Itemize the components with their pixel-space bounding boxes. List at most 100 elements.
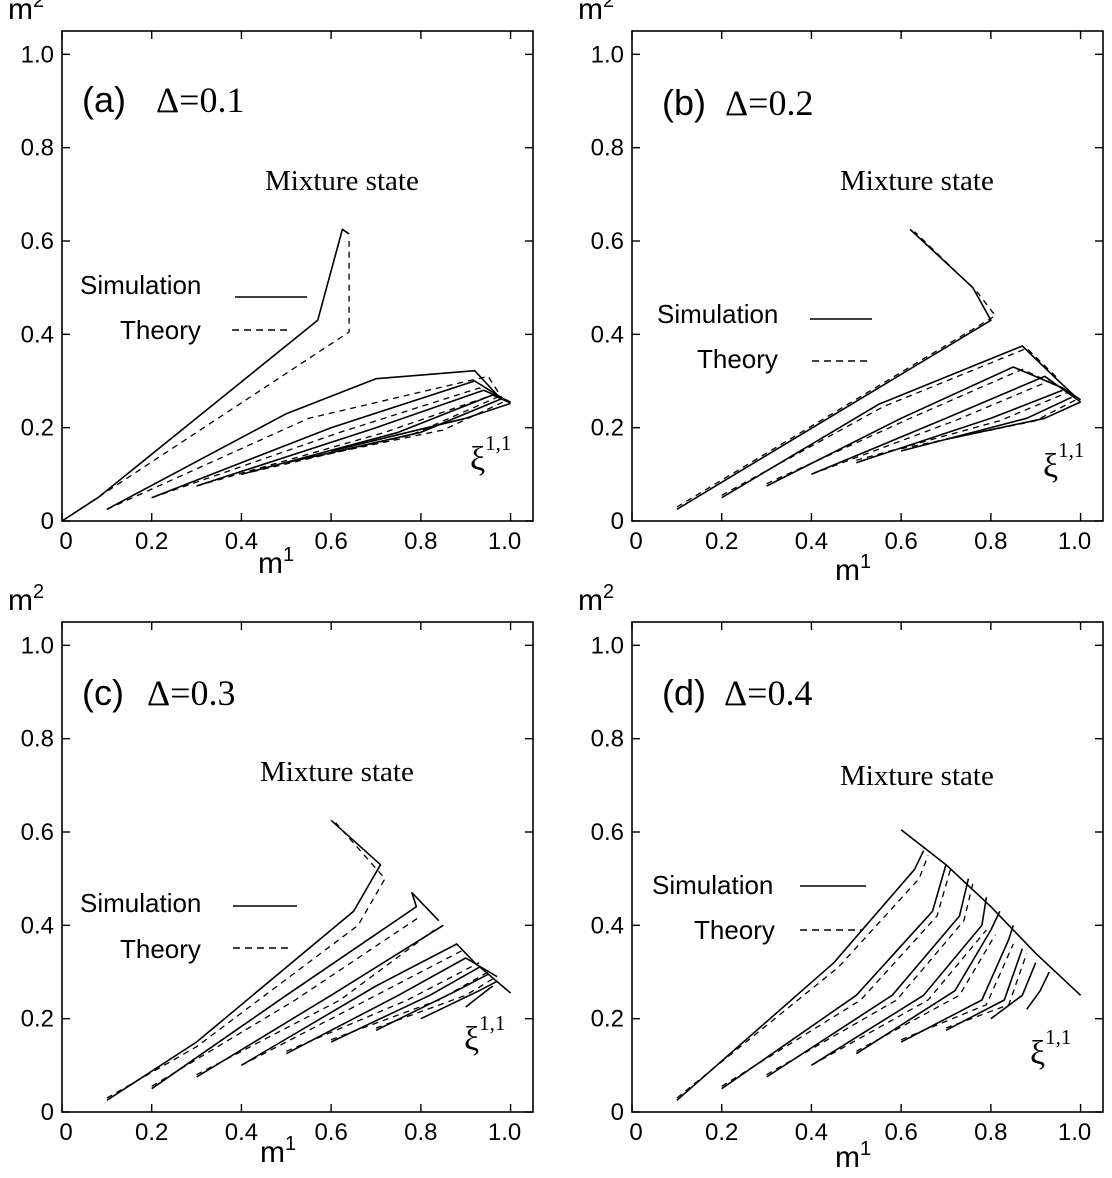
y-tick-label: 0.4 xyxy=(591,912,624,939)
y-tick-label: 0.2 xyxy=(591,415,624,442)
y-tick-label: 1.0 xyxy=(591,632,624,659)
legend-simulation-label: Simulation xyxy=(80,888,201,918)
simulation-trajectory-7 xyxy=(900,925,1015,1043)
simulation-trajectory-7 xyxy=(375,973,489,1032)
simulation-trajectory-3 xyxy=(196,924,444,1078)
legend-theory-label: Theory xyxy=(120,315,201,345)
x-tick-label: 1.0 xyxy=(488,1119,521,1146)
theory-trajectory-3 xyxy=(196,929,435,1076)
panel-a: 0 0.2 0.4 0.6 0.8 1.0 0 0.2 0.4 0.6 0.8 1.0 m2 m1 (a) Δ… xyxy=(8,0,534,580)
y-axis-label: m2 xyxy=(578,0,614,26)
plot-frame xyxy=(61,621,534,1113)
simulation-trajectory-6 xyxy=(330,966,480,1043)
y-tick-label: 0.2 xyxy=(591,1006,624,1033)
simulation-trajectory-2 xyxy=(151,891,440,1090)
y-tick-label: 0.4 xyxy=(21,912,54,939)
x-tick-label: 1.0 xyxy=(488,528,521,555)
x-tick-label: 0.6 xyxy=(314,528,347,555)
x-axis-label: m1 xyxy=(258,544,294,580)
simulation-trajectory-5 xyxy=(285,957,498,1055)
fixed-point-label: ξ1,1 xyxy=(1030,1025,1071,1072)
y-axis-label: m2 xyxy=(578,581,614,617)
theory-trajectory-2 xyxy=(151,915,422,1087)
legend-theory-label: Theory xyxy=(697,344,778,374)
theory-trajectory-3 xyxy=(766,883,974,1076)
simulation-trajectory-6 xyxy=(900,396,1072,452)
y-axis-label: m2 xyxy=(8,0,44,26)
panel-label: (b) xyxy=(662,82,706,123)
x-tick-label: 0.4 xyxy=(225,1119,258,1146)
legend-simulation-label: Simulation xyxy=(657,299,778,329)
x-tick-label: 0.8 xyxy=(974,528,1007,555)
theory-trajectory-1 xyxy=(106,822,386,1099)
y-axis-label: m2 xyxy=(8,581,44,617)
x-tick-label: 0.8 xyxy=(974,1119,1007,1146)
x-tick-label: 0 xyxy=(59,528,72,555)
panel-c: 0 0.2 0.4 0.6 0.8 1.0 0 0.2 0.4 0.6 0.8 1.0 m2 m1 (c) Δ… xyxy=(8,581,534,1169)
y-tick-label: 0.8 xyxy=(21,135,54,162)
theory-trajectory-5 xyxy=(241,396,498,475)
x-tick-label: 1.0 xyxy=(1058,528,1091,555)
x-tick-label: 0 xyxy=(629,1119,642,1146)
y-tick-label: 0.6 xyxy=(21,819,54,846)
theory-trajectory-3 xyxy=(151,387,509,499)
x-tick-label: 0.4 xyxy=(795,1119,828,1146)
theory-trajectory-6 xyxy=(900,943,1014,1041)
theory-trajectory-1 xyxy=(61,241,350,522)
simulation-trajectory-1 xyxy=(61,228,350,522)
y-tick-label: 0.2 xyxy=(21,1006,54,1033)
legend-simulation-label: Simulation xyxy=(652,870,773,900)
x-tick-label: 0.2 xyxy=(705,1119,738,1146)
simulation-trajectory-2 xyxy=(676,850,925,1101)
x-tick-label: 1.0 xyxy=(1058,1119,1091,1146)
simulation-trajectory-3 xyxy=(721,864,947,1090)
y-tick-label: 0.8 xyxy=(591,726,624,753)
panel-parameter: Δ=0.4 xyxy=(724,673,812,713)
theory-trajectory-7 xyxy=(945,953,1028,1029)
x-axis-label: m1 xyxy=(260,1133,296,1169)
simulation-trajectory-2 xyxy=(106,369,503,511)
simulation-trajectory-10 xyxy=(1026,971,1050,1010)
panel-parameter: Δ=0.1 xyxy=(156,80,244,120)
theory-trajectory-5 xyxy=(856,392,1068,461)
y-tick-label: 0.6 xyxy=(591,819,624,846)
y-tick-label: 1.0 xyxy=(21,632,54,659)
x-tick-label: 0.6 xyxy=(884,1119,917,1146)
panel-b: 0 0.2 0.4 0.6 0.8 1.0 0 0.2 0.4 0.6 0.8 1.0 m2 m1 (b) Δ… xyxy=(578,0,1104,587)
fixed-point-label: ξ1,1 xyxy=(464,1011,505,1058)
y-tick-label: 0 xyxy=(611,508,624,535)
panel-label: (d) xyxy=(662,672,706,713)
y-tick-label: 1.0 xyxy=(21,41,54,68)
simulation-trajectory-6 xyxy=(855,910,1001,1055)
panel-label: (c) xyxy=(82,672,124,713)
x-tick-label: 0 xyxy=(59,1119,72,1146)
x-tick-label: 0.8 xyxy=(404,1119,437,1146)
simulation-trajectory-3 xyxy=(151,380,507,499)
x-tick-label: 0.2 xyxy=(135,1119,168,1146)
plot-frame xyxy=(631,621,1104,1113)
y-tick-label: 0 xyxy=(41,1099,54,1126)
simulation-trajectory-4 xyxy=(766,878,970,1078)
x-tick-label: 0.4 xyxy=(795,528,828,555)
y-tick-label: 0.6 xyxy=(21,228,54,255)
legend-theory-label: Theory xyxy=(694,915,775,945)
mixture-state-annotation: Mixture state xyxy=(840,760,994,792)
y-tick-label: 0.4 xyxy=(21,321,54,348)
fixed-point-label: ξ1,1 xyxy=(470,431,511,478)
theory-trajectory-1 xyxy=(676,231,996,508)
theory-trajectory-6 xyxy=(900,399,1077,450)
simulation-trajectory-2 xyxy=(721,345,1077,499)
simulation-trajectory-9 xyxy=(990,962,1037,1020)
panel-parameter: Δ=0.2 xyxy=(725,83,813,123)
theory-trajectory-1 xyxy=(676,855,929,1099)
simulation-trajectory-7 xyxy=(330,402,511,452)
y-tick-label: 0 xyxy=(41,508,54,535)
simulation-trajectory-4 xyxy=(811,375,1082,476)
x-tick-label: 0.8 xyxy=(404,528,437,555)
fixed-point-label: ξ1,1 xyxy=(1043,438,1084,485)
y-tick-label: 0.2 xyxy=(21,415,54,442)
mixture-state-annotation: Mixture state xyxy=(265,165,419,197)
x-tick-label: 0.6 xyxy=(884,528,917,555)
mixture-state-annotation: Mixture state xyxy=(840,165,994,197)
